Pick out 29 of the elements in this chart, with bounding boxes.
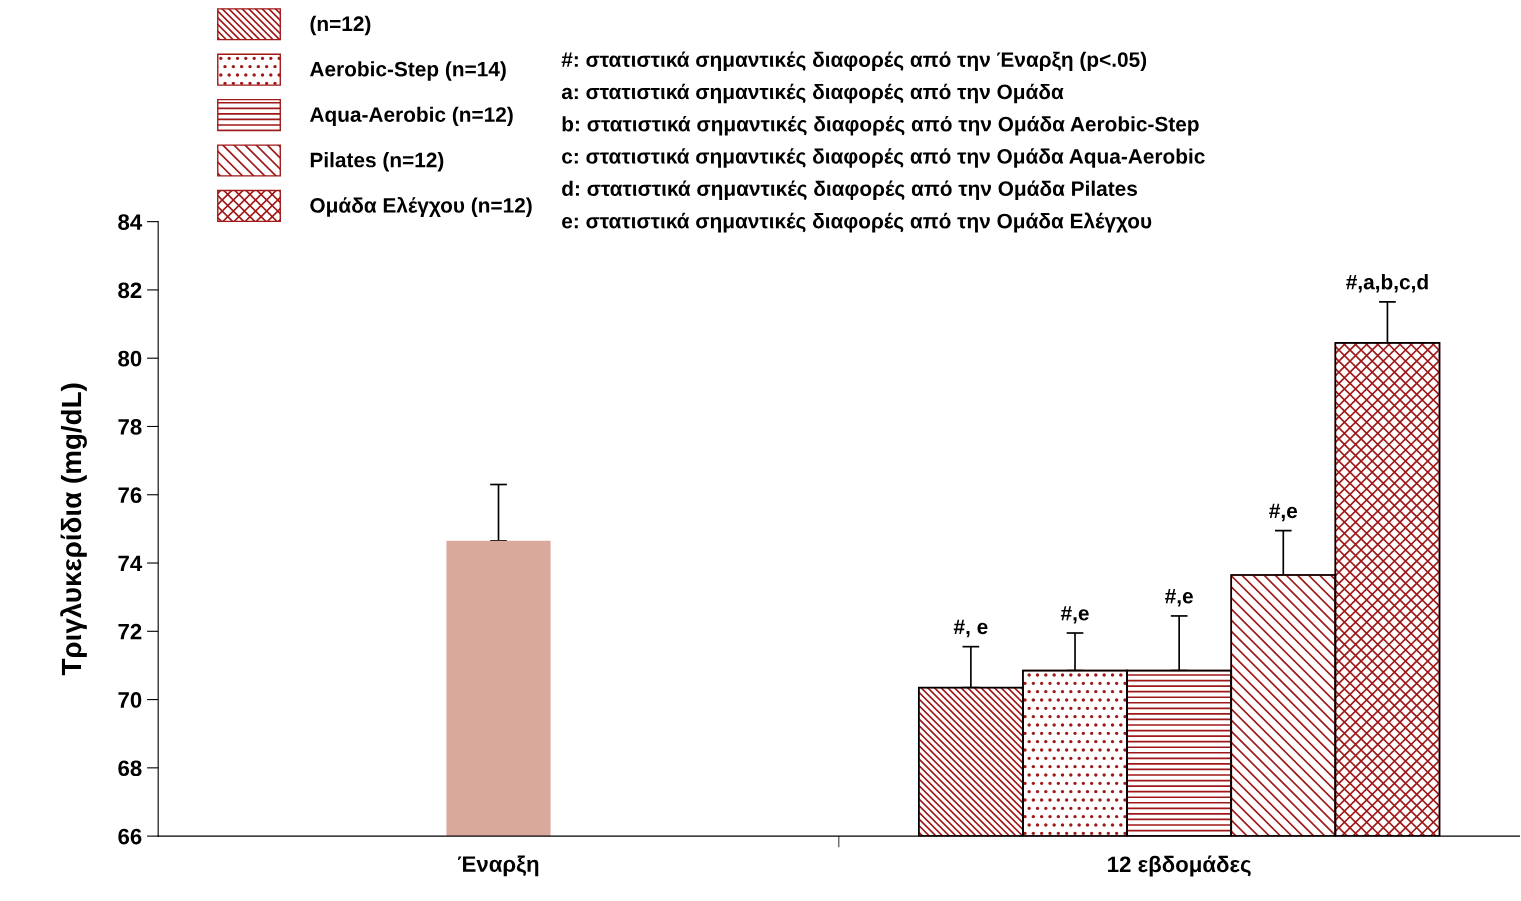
data-label: #,e xyxy=(1060,606,1089,624)
y-tick-label: 74 xyxy=(118,555,143,572)
legend-label: Aerobic-Step (n=14) xyxy=(309,61,506,81)
y-tick-label: 68 xyxy=(118,760,142,777)
text: #: στατιστικά σημαντικές διαφορές από την Έναρξη (p<.05) xyxy=(561,51,1147,72)
data-label: #, e xyxy=(953,619,988,638)
legend-label: Aqua-Aerobic (n=12) xyxy=(309,106,513,127)
y-axis-title: Τριγλυκερίδια (mg/dL) xyxy=(60,383,87,676)
y-tick-label: 80 xyxy=(118,350,142,367)
text: b: στατιστικά σημαντικές διαφορές από την Ομάδα Aerobic-Step xyxy=(562,115,1199,136)
x-tick-label: 12 εβδομάδες xyxy=(1108,855,1251,877)
annotation: e: στατιστικά σημαντικές διαφορές από την Ομάδα Ελέγχου xyxy=(562,212,1152,233)
text: c: στατιστικά σημαντικές διαφορές από την Ομάδα Aqua-Aerobic xyxy=(562,148,1205,168)
y-tick-label: 72 xyxy=(118,623,142,640)
y-tick-label: 66 xyxy=(118,828,142,845)
y-tick-label: 84 xyxy=(118,214,143,230)
legend-label: Pilates (n=12) xyxy=(310,152,444,172)
text: d: στατιστικά σημαντικές διαφορές από την Ομάδα Pilates xyxy=(562,180,1137,201)
data-label: #,a,b,c,d xyxy=(1346,274,1428,293)
legend-label: (n=12) xyxy=(310,15,371,36)
y-tick-label: 78 xyxy=(118,419,142,435)
legend-label: Ομάδα Ελέγχου (n=12) xyxy=(310,196,532,217)
y-tick-label: 82 xyxy=(118,282,142,299)
text: a: στατιστικά σημαντικές διαφορές από την Ομάδα xyxy=(561,83,1064,104)
data-label: #,e xyxy=(1165,589,1193,607)
data-label: #,e xyxy=(1269,503,1298,522)
y-tick-label: 70 xyxy=(118,692,142,708)
x-tick-label: Έναρξη xyxy=(457,855,539,877)
y-tick-label: 76 xyxy=(118,487,142,504)
